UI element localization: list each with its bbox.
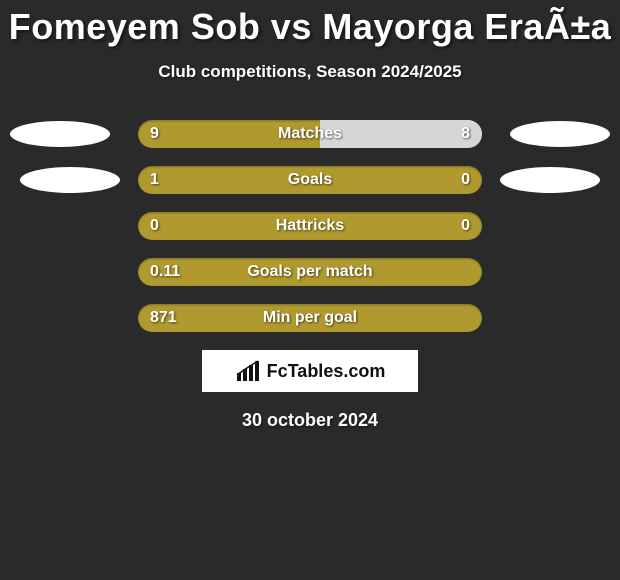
stat-value-left: 871: [150, 304, 177, 332]
stat-bar: Min per goal871: [138, 304, 482, 332]
stat-value-right: 0: [461, 212, 470, 240]
player-badge-right: [500, 167, 600, 193]
stat-value-left: 1: [150, 166, 159, 194]
stat-value-right: 0: [461, 166, 470, 194]
stat-value-left: 0: [150, 212, 159, 240]
comparison-row: Goals per match0.11: [0, 258, 620, 286]
page: Fomeyem Sob vs Mayorga EraÃ±a Club compe…: [0, 0, 620, 580]
page-subtitle: Club competitions, Season 2024/2025: [0, 62, 620, 82]
page-title: Fomeyem Sob vs Mayorga EraÃ±a: [0, 0, 620, 48]
comparison-row: Hattricks0 0: [0, 212, 620, 240]
stat-label: Goals per match: [138, 258, 482, 286]
player-badge-right: [510, 121, 610, 147]
stat-value-left: 9: [150, 120, 159, 148]
stat-bar: Matches9 8: [138, 120, 482, 148]
comparison-rows: Matches98Goals10Hattricks00Goals per mat…: [0, 120, 620, 332]
stat-label: Min per goal: [138, 304, 482, 332]
logo-text: FcTables.com: [267, 361, 386, 382]
comparison-row: Matches9 8: [0, 120, 620, 148]
comparison-row: Min per goal871: [0, 304, 620, 332]
stat-label: Hattricks: [138, 212, 482, 240]
stat-label: Goals: [138, 166, 482, 194]
bar-chart-icon: [235, 359, 263, 383]
stat-bar: Goals1 0: [138, 166, 482, 194]
date-label: 30 october 2024: [0, 410, 620, 431]
stat-value-right: 8: [461, 120, 470, 148]
player-badge-left: [10, 121, 110, 147]
stat-label: Matches: [138, 120, 482, 148]
stat-value-left: 0.11: [150, 258, 180, 286]
logo-box: FcTables.com: [202, 350, 418, 392]
player-badge-left: [20, 167, 120, 193]
stat-bar: Hattricks0 0: [138, 212, 482, 240]
stat-bar: Goals per match0.11: [138, 258, 482, 286]
comparison-row: Goals1 0: [0, 166, 620, 194]
